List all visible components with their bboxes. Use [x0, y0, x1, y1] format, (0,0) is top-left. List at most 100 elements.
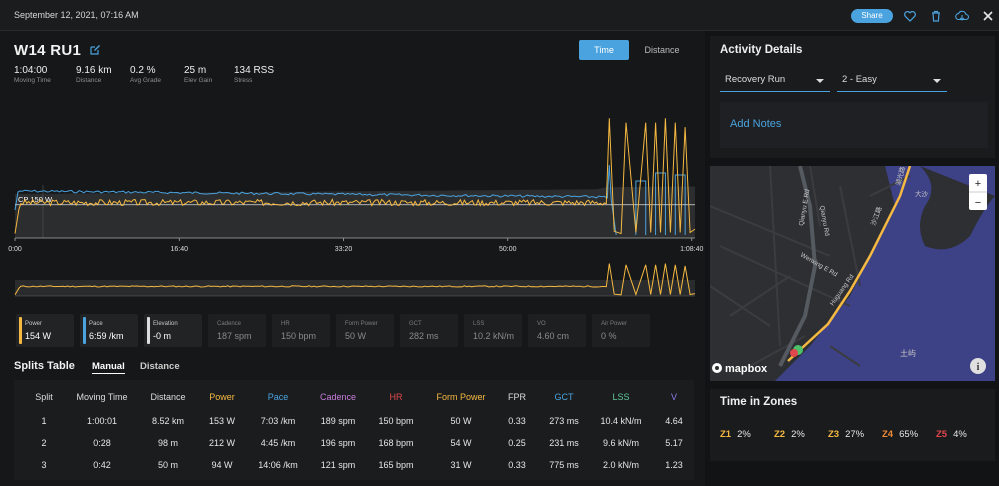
zone-label: Z3: [828, 429, 840, 440]
table-cell: 1: [41, 416, 47, 426]
table-cell: 3: [41, 460, 47, 470]
pace-line-segment: [655, 172, 666, 235]
zoom-out-button[interactable]: −: [975, 197, 981, 209]
edit-icon[interactable]: [89, 44, 101, 56]
x-tick-label: 0:00: [8, 246, 22, 253]
metric-card-hr[interactable]: HR 150 bpm: [272, 314, 330, 347]
chevron-down-icon: [933, 79, 941, 83]
column-header[interactable]: Pace: [267, 392, 289, 402]
metric-card-elevation[interactable]: Elevation -0 m: [144, 314, 202, 347]
table-cell: 1:00:01: [86, 416, 118, 426]
metric-card-cadence[interactable]: Cadence 187 spm: [208, 314, 266, 347]
column-header[interactable]: Power: [209, 392, 235, 402]
cloud-download-icon[interactable]: [954, 9, 970, 23]
table-cell: 50 W: [450, 416, 472, 426]
zoom-in-button[interactable]: +: [975, 178, 981, 190]
stat-moving-time: 1:04:00 Moving Time: [14, 65, 51, 84]
info-icon: i: [977, 362, 980, 373]
map-info-button[interactable]: [970, 358, 986, 374]
metric-color-bar: [147, 317, 150, 344]
table-cell: 1.23: [665, 460, 683, 470]
pace-line: [14, 164, 617, 236]
trash-icon[interactable]: [929, 9, 943, 23]
close-icon[interactable]: [981, 9, 995, 23]
zone-z2: Z2 2%: [774, 429, 805, 440]
share-button[interactable]: Share: [851, 9, 893, 23]
table-cell: 165 bpm: [378, 460, 414, 470]
table-cell: 0:42: [93, 460, 111, 470]
mapbox-brand: mapbox: [725, 363, 768, 375]
splits-tab-distance[interactable]: Distance: [140, 361, 180, 372]
splits-tab-manual[interactable]: Manual: [92, 361, 125, 374]
table-cell: 98 m: [157, 438, 178, 448]
column-header[interactable]: Split: [35, 392, 53, 402]
metric-card-pace[interactable]: Pace 6:59 /km: [80, 314, 138, 347]
toggle-time-button[interactable]: Time: [579, 40, 629, 60]
cp-label: CP 150 W: [18, 195, 53, 204]
zone-value: 2%: [791, 429, 805, 440]
column-header[interactable]: Distance: [150, 392, 186, 402]
column-header[interactable]: LSS: [612, 392, 630, 402]
activity-chart[interactable]: CP 150 W 0:00 16:40 33:20 50:00 1:08:40: [0, 95, 705, 258]
column-header[interactable]: Form Power: [436, 392, 486, 402]
activity-type-select[interactable]: Recovery Run: [720, 70, 830, 92]
table-cell: 5.17: [665, 438, 683, 448]
table-cell: 31 W: [450, 460, 472, 470]
power-line: [14, 118, 696, 235]
table-cell: 212 W: [208, 438, 235, 448]
heart-icon[interactable]: [903, 9, 917, 23]
metric-label: Elevation: [153, 321, 178, 327]
column-header[interactable]: HR: [389, 392, 403, 402]
column-header[interactable]: Moving Time: [76, 392, 128, 402]
metric-label: Cadence: [217, 321, 242, 327]
column-header[interactable]: FPR: [508, 392, 526, 402]
x-tick-label: 16:40: [171, 246, 189, 253]
overview-chart[interactable]: [0, 258, 705, 300]
metric-card-power[interactable]: Power 154 W: [16, 314, 74, 347]
metric-value: 10.2 kN/m: [473, 331, 515, 341]
metric-label: HR: [281, 321, 290, 327]
toggle-distance-button[interactable]: Distance: [644, 45, 680, 55]
metric-value: -0 m: [153, 331, 171, 341]
metric-value: 187 spm: [217, 331, 252, 341]
metric-value: 50 W: [345, 331, 367, 341]
table-cell: 0.33: [508, 460, 526, 470]
metric-card-lss[interactable]: LSS 10.2 kN/m: [464, 314, 522, 347]
intensity-select[interactable]: 2 - Easy: [837, 70, 947, 92]
zone-label: Z1: [720, 429, 732, 440]
metric-value: 0 %: [601, 331, 617, 341]
metric-color-bar: [83, 317, 86, 344]
table-cell: 8.52 km: [151, 416, 184, 426]
metric-card-vo[interactable]: VO 4.60 cm: [528, 314, 586, 347]
column-header[interactable]: V: [670, 392, 677, 402]
table-cell: 231 ms: [549, 438, 579, 448]
metric-value: 4.60 cm: [537, 331, 570, 341]
stat-avg-grade: 0.2 % Avg Grade: [130, 65, 161, 84]
metric-label: VO: [537, 321, 546, 327]
table-cell: 10.4 kN/m: [600, 416, 642, 426]
table-cell: 196 spm: [320, 438, 356, 448]
metric-label: Pace: [89, 321, 103, 327]
metric-card-form-power[interactable]: Form Power 50 W: [336, 314, 394, 347]
add-notes-button[interactable]: Add Notes: [720, 102, 988, 148]
table-cell: 9.6 kN/m: [602, 438, 639, 448]
metric-value: 282 ms: [409, 331, 439, 341]
metric-card-gct[interactable]: GCT 282 ms: [400, 314, 458, 347]
overview-elevation: [15, 280, 695, 296]
activity-date: September 12, 2021, 07:16 AM: [14, 10, 139, 20]
metric-value: 6:59 /km: [89, 331, 124, 341]
map-label-tuyu: 土屿: [900, 348, 916, 358]
table-cell: 14:06 /km: [258, 460, 298, 470]
x-tick-label: 50:00: [499, 246, 517, 253]
stat-elev-gain: 25 m Elev Gain: [184, 65, 213, 84]
zone-label: Z2: [774, 429, 786, 440]
column-header[interactable]: GCT: [554, 392, 574, 402]
time-in-zones-card: [710, 389, 995, 461]
x-tick-label: 1:08:40: [680, 246, 703, 253]
metric-card-air-power[interactable]: Air Power 0 %: [592, 314, 650, 347]
metric-value: 154 W: [25, 331, 52, 341]
route-map[interactable]: Qianyu Rd Qianyu E Rd Wenxing E Rd Hugua…: [710, 166, 995, 381]
table-cell: 2.0 kN/m: [602, 460, 639, 470]
metric-label: Form Power: [345, 321, 378, 327]
column-header[interactable]: Cadence: [319, 392, 357, 402]
